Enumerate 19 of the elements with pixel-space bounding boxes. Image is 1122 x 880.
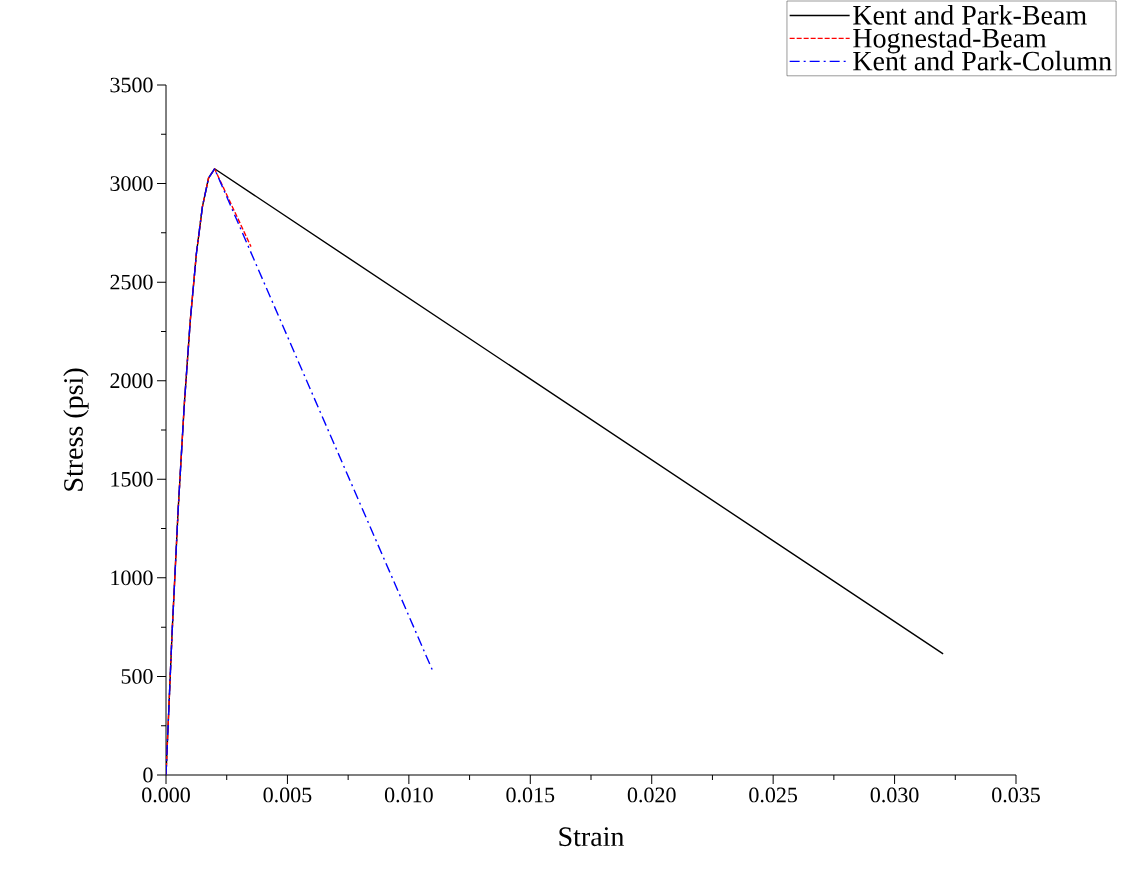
y-axis-title: Stress (psi): [63, 368, 89, 491]
x-tick-label: 0.010: [384, 787, 433, 803]
x-tick-label: 0.000: [142, 787, 190, 803]
x-tick-label: 0.020: [627, 787, 676, 803]
y-tick-label: 2000: [110, 373, 153, 389]
y-tick-label: 3500: [110, 77, 153, 93]
x-tick-label: 0.030: [870, 787, 919, 803]
x-tick-label: 0.025: [749, 787, 798, 803]
x-tick-label: 0.035: [992, 787, 1040, 803]
y-tick-label: 3000: [110, 176, 153, 191]
y-tick-label: 0: [143, 767, 153, 783]
legend-label: Kent and Park-Beam: [853, 5, 1087, 25]
y-tick-label: 1000: [111, 570, 153, 586]
y-tick-label: 500: [121, 668, 153, 684]
x-tick-label: 0.015: [506, 787, 555, 803]
x-tick-label: 0.005: [263, 787, 312, 803]
x-axis-title: Strain: [559, 827, 625, 847]
y-tick-label: 2500: [110, 274, 153, 290]
y-tick-label: 1500: [111, 471, 153, 487]
